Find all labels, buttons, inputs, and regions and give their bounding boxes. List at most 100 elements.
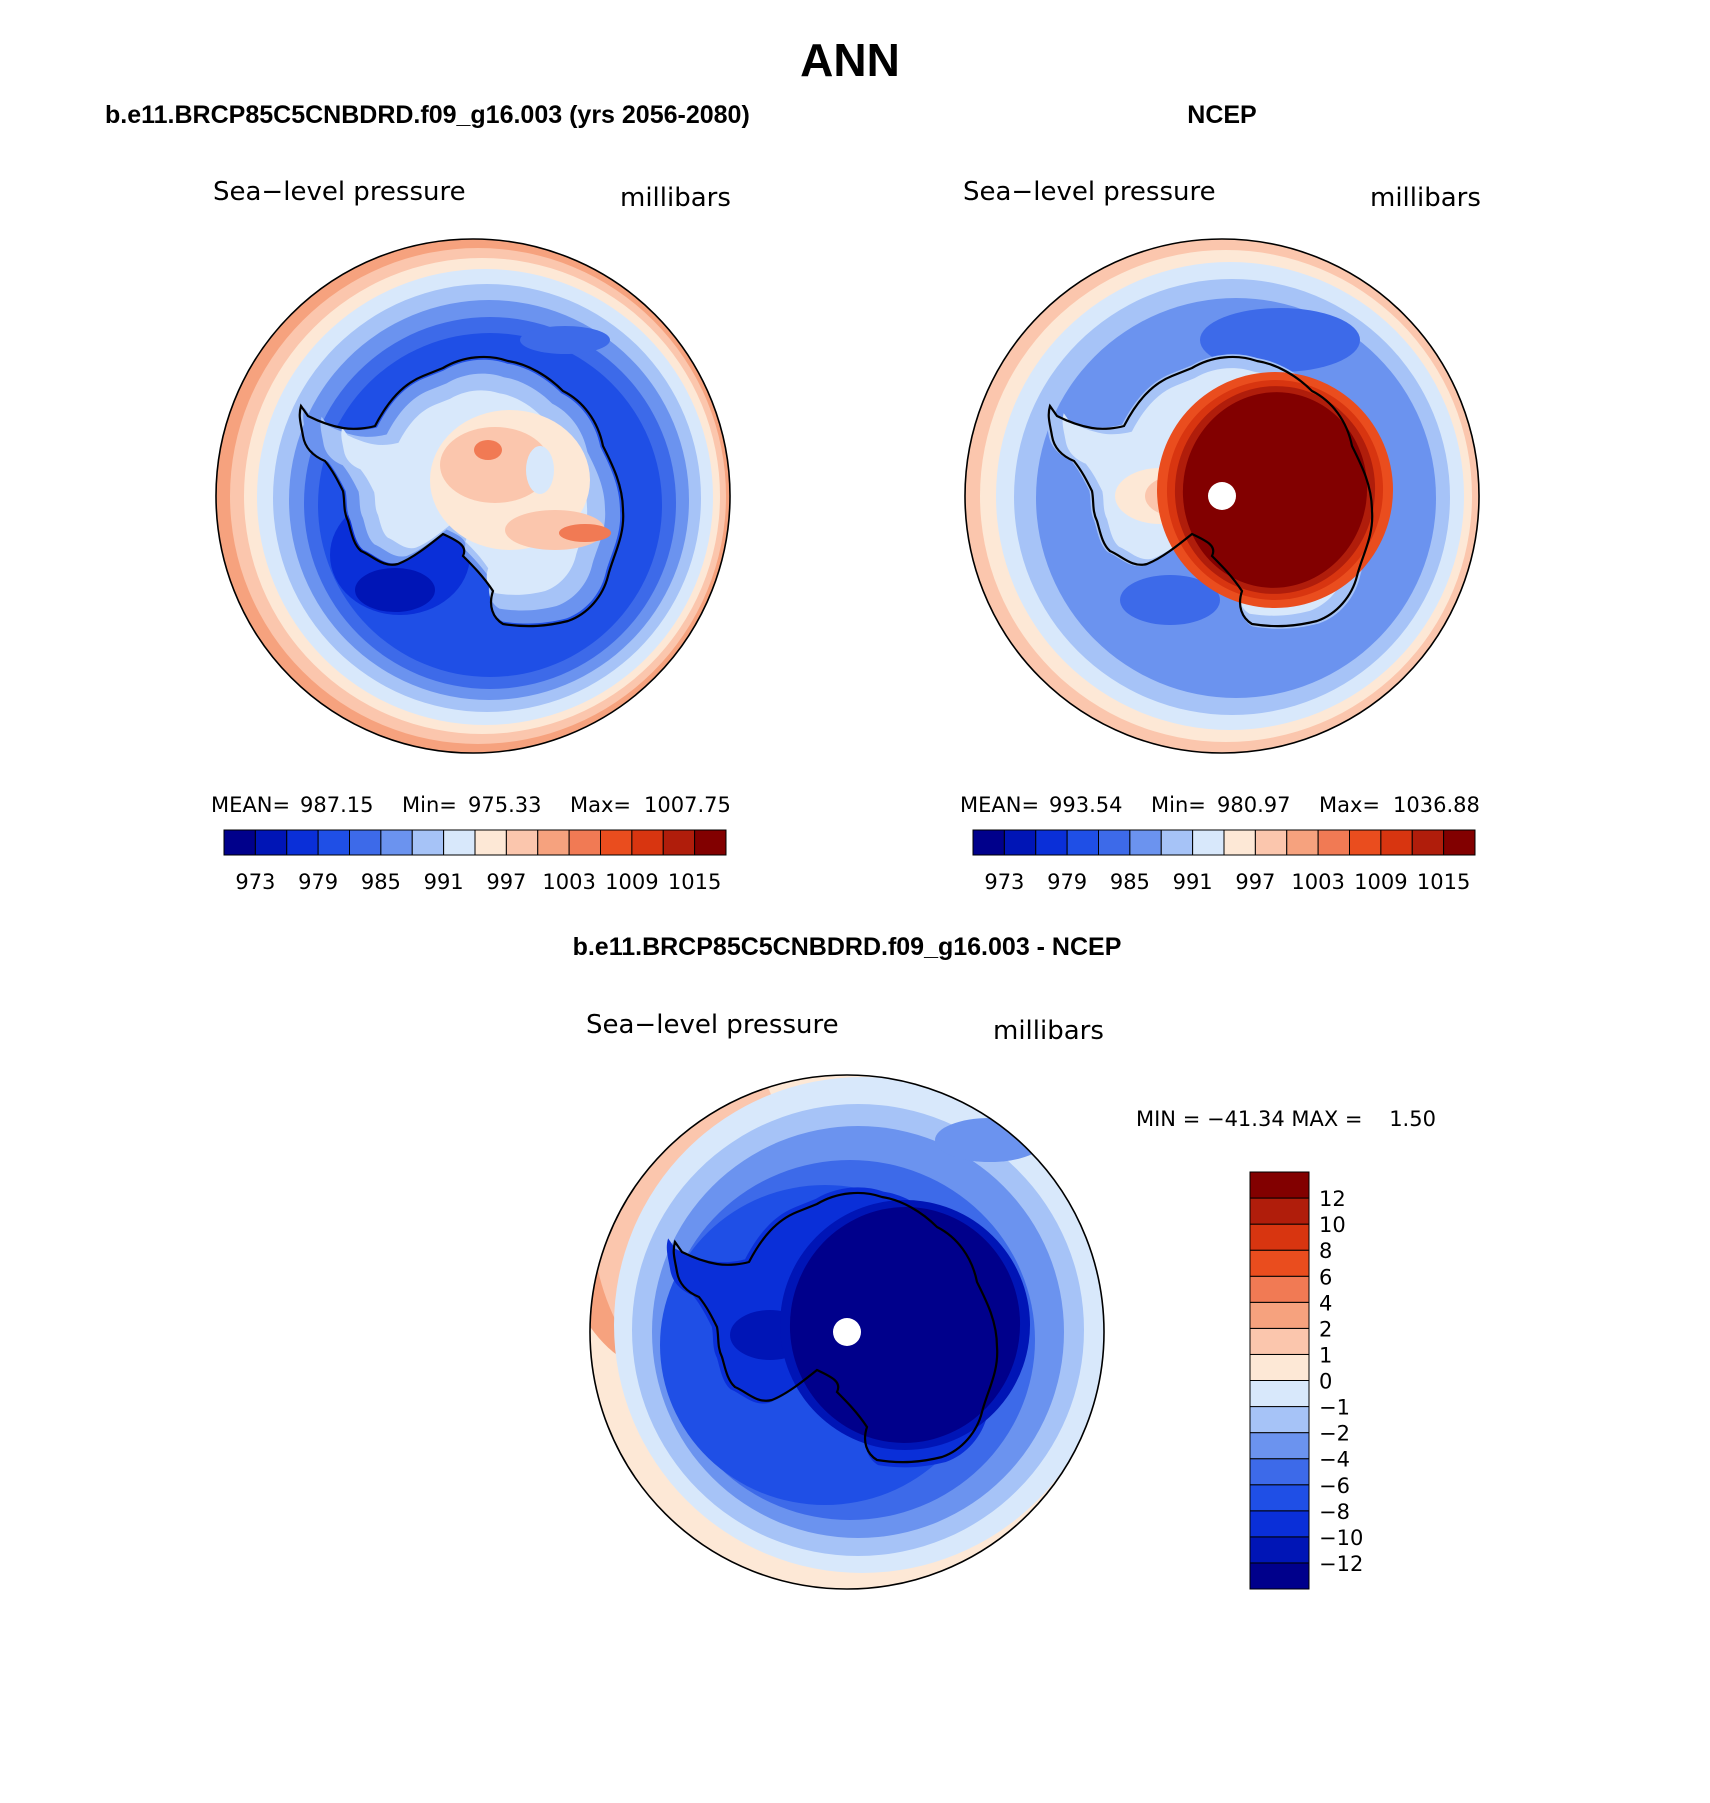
difference-colorbar-tick-label: −1 (1319, 1396, 1350, 1420)
difference-colorbar-tick-label: −4 (1319, 1448, 1350, 1472)
model-colorbar-swatch (631, 829, 664, 856)
ncep-colorbar-tick-label: 1003 (1291, 870, 1344, 894)
difference-colorbar-swatch (1249, 1536, 1310, 1564)
ncep-min-label: Min= (1151, 793, 1206, 817)
difference-colorbar-swatch (1249, 1275, 1310, 1303)
model-mean-value: 987.15 (300, 793, 373, 817)
difference-colorbar-tick-label: 2 (1319, 1317, 1332, 1341)
difference-colorbar-swatch (1249, 1432, 1310, 1460)
difference-colorbar-swatch (1249, 1249, 1310, 1277)
page-title: ANN (800, 34, 900, 86)
difference-colorbar-swatch (1249, 1171, 1310, 1199)
ncep-min-value: 980.97 (1217, 793, 1290, 817)
ncep-colorbar-swatch (1160, 829, 1194, 856)
difference-colorbar-swatch (1249, 1510, 1310, 1538)
ncep-colorbar-tick-label: 985 (1110, 870, 1150, 894)
model-colorbar-swatch (286, 829, 319, 856)
ncep-colorbar-swatch (1380, 829, 1413, 856)
model-mean-label: MEAN= (211, 793, 290, 817)
model-colorbar-swatch (349, 829, 382, 856)
difference-colorbar-tick-label: −2 (1319, 1422, 1350, 1446)
model-colorbar-swatch (411, 829, 445, 856)
ncep-colorbar-swatch (1411, 829, 1445, 856)
ncep-panel: NCEP Sea−level pressure millibars (960, 101, 1481, 894)
model-max-value: 1007.75 (644, 793, 731, 817)
ncep-colorbar-swatch (1098, 829, 1131, 856)
ncep-colorbar-tick-label: 991 (1173, 870, 1213, 894)
model-colorbar-tick-label: 979 (298, 870, 338, 894)
model-units-label: millibars (620, 183, 731, 213)
model-colorbar-swatch (443, 829, 476, 856)
difference-colorbar-tick-label: −6 (1319, 1474, 1350, 1498)
model-colorbar-swatch (505, 829, 539, 856)
ncep-colorbar-swatch (1035, 829, 1068, 856)
ncep-colorbar-tick-label: 973 (984, 870, 1024, 894)
model-colorbar-swatch (474, 829, 507, 856)
difference-panel: b.e11.BRCP85C5CNBDRD.f09_g16.003 - NCEP … (573, 933, 1436, 1590)
ncep-colorbar-swatch (1129, 829, 1162, 856)
difference-variable-label: Sea−level pressure (586, 1010, 839, 1040)
ncep-colorbar-swatch (1003, 829, 1037, 856)
model-min-label: Min= (402, 793, 457, 817)
model-panel: b.e11.BRCP85C5CNBDRD.f09_g16.003 (yrs 20… (105, 101, 750, 894)
model-stats: MEAN= 987.15 Min= 975.33 Max= 1007.75 (211, 793, 731, 817)
model-colorbar-tick-label: 991 (424, 870, 464, 894)
ncep-polar-map (965, 239, 1479, 753)
ncep-colorbar-tick-label: 997 (1235, 870, 1275, 894)
model-polar-map (216, 239, 730, 753)
difference-panel-title: b.e11.BRCP85C5CNBDRD.f09_g16.003 - NCEP (573, 933, 1122, 961)
model-colorbar-swatch (380, 829, 413, 856)
difference-colorbar-tick-label: −12 (1319, 1552, 1363, 1576)
ncep-colorbar-tick-label: 979 (1047, 870, 1087, 894)
model-colorbar-tick-label: 973 (235, 870, 275, 894)
difference-colorbar-swatch (1249, 1223, 1310, 1251)
ncep-colorbar-swatch (1192, 829, 1225, 856)
model-colorbar-swatch (254, 829, 288, 856)
ncep-colorbar-swatch (1443, 829, 1476, 856)
model-colorbar-swatch (662, 829, 696, 856)
difference-colorbar-tick-label: 6 (1319, 1265, 1332, 1289)
difference-colorbar-tick-label: 12 (1319, 1187, 1346, 1211)
ncep-colorbar-tick-label: 1015 (1417, 870, 1470, 894)
ncep-panel-title: NCEP (1187, 101, 1256, 129)
model-colorbar-tick-label: 1003 (542, 870, 595, 894)
ncep-max-label: Max= (1319, 793, 1380, 817)
ncep-max-value: 1036.88 (1393, 793, 1480, 817)
difference-colorbar-tick-label: 10 (1319, 1213, 1346, 1237)
difference-colorbar-swatch (1249, 1380, 1310, 1408)
difference-units-label: millibars (993, 1016, 1104, 1046)
model-colorbar-swatch (537, 829, 570, 856)
difference-colorbar-swatch (1249, 1562, 1310, 1590)
difference-colorbar-swatch (1249, 1327, 1310, 1355)
difference-colorbar-tick-label: 0 (1319, 1370, 1332, 1394)
difference-stats: MIN = −41.34 MAX = 1.50 (1136, 1107, 1436, 1131)
model-max-label: Max= (570, 793, 631, 817)
ncep-mean-value: 993.54 (1049, 793, 1122, 817)
ncep-mean-label: MEAN= (960, 793, 1039, 817)
model-colorbar-tick-label: 985 (361, 870, 401, 894)
model-colorbar: 973 979 985 991 997 1003 1009 1015 (223, 829, 727, 894)
difference-polar-map (590, 1075, 1104, 1589)
ncep-colorbar-swatch (1254, 829, 1288, 856)
model-colorbar-swatch (223, 829, 256, 856)
difference-colorbar-tick-label: −8 (1319, 1500, 1350, 1524)
ncep-colorbar-swatch (1349, 829, 1382, 856)
difference-colorbar-swatch (1249, 1353, 1310, 1381)
ncep-colorbar-swatch (1317, 829, 1350, 856)
ncep-colorbar-swatch (1286, 829, 1319, 856)
model-colorbar-tick-label: 1015 (668, 870, 721, 894)
difference-colorbar-tick-label: 4 (1319, 1291, 1332, 1315)
model-colorbar-tick-label: 1009 (605, 870, 658, 894)
difference-colorbar-tick-label: 1 (1319, 1343, 1332, 1367)
model-colorbar-swatch (568, 829, 601, 856)
ncep-units-label: millibars (1370, 183, 1481, 213)
difference-colorbar-tick-label: 8 (1319, 1239, 1332, 1263)
difference-colorbar-tick-label: −10 (1319, 1526, 1363, 1550)
difference-colorbar-swatch (1249, 1197, 1310, 1225)
model-colorbar-swatch (694, 829, 727, 856)
difference-colorbar-swatch (1249, 1406, 1310, 1434)
difference-colorbar-swatch (1249, 1484, 1310, 1512)
ncep-colorbar: 973 979 985 991 997 1003 1009 1015 (972, 829, 1476, 894)
model-panel-title: b.e11.BRCP85C5CNBDRD.f09_g16.003 (yrs 20… (105, 101, 750, 129)
